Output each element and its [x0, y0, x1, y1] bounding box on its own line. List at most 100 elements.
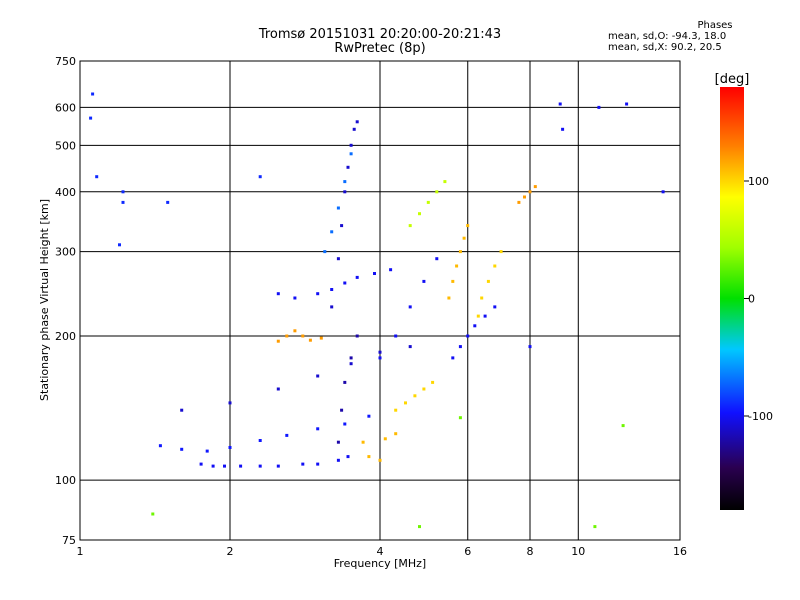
data-point — [378, 458, 382, 462]
data-point — [276, 339, 280, 343]
data-point — [451, 356, 455, 360]
data-point — [330, 288, 334, 291]
data-point — [378, 356, 382, 360]
data-point — [285, 334, 289, 338]
data-point — [476, 314, 480, 318]
data-point — [483, 314, 487, 318]
data-point — [367, 455, 371, 459]
data-point — [462, 236, 466, 240]
data-point — [336, 257, 340, 261]
data-points — [89, 92, 665, 529]
data-point — [151, 512, 155, 516]
data-point — [118, 243, 121, 247]
data-point — [343, 180, 347, 184]
colorbar — [720, 87, 744, 510]
data-point — [95, 175, 99, 179]
data-point — [418, 212, 421, 216]
data-point — [561, 127, 565, 131]
data-point — [205, 449, 209, 453]
y-tick-label: 750 — [55, 55, 76, 68]
data-point — [349, 152, 353, 156]
data-point — [308, 338, 312, 342]
data-point — [258, 175, 262, 179]
data-point — [378, 350, 382, 354]
data-point — [558, 102, 562, 106]
colorbar-tick-label: 0 — [748, 293, 755, 306]
data-point — [228, 401, 232, 405]
y-tick-labels: 75 100 200 300 400 500 600 750 — [55, 55, 76, 547]
data-point — [316, 427, 320, 431]
data-point — [523, 195, 526, 199]
data-point — [166, 200, 170, 204]
data-point — [276, 292, 280, 296]
phase-stats: Phases mean, sd,O: -94.3, 18.0 mean, sd,… — [600, 20, 800, 53]
data-point — [228, 446, 232, 449]
data-point — [301, 334, 305, 338]
data-point — [319, 336, 323, 340]
phase-stats-header: Phases — [697, 20, 733, 31]
data-point — [447, 296, 451, 300]
data-point — [355, 275, 359, 279]
data-point — [493, 264, 497, 268]
x-tick-label: 4 — [377, 545, 384, 558]
data-point — [367, 414, 371, 418]
data-point — [158, 444, 162, 448]
colorbar-tick-label: -100 — [748, 410, 773, 423]
data-point — [408, 345, 412, 349]
y-tick-label: 500 — [55, 139, 76, 152]
phase-stats-o: mean, sd,O: -94.3, 18.0 — [608, 31, 727, 42]
data-point — [352, 127, 356, 131]
data-point — [199, 462, 203, 466]
data-point — [473, 324, 477, 328]
data-point — [343, 190, 347, 194]
data-point — [528, 190, 532, 194]
data-point — [458, 345, 462, 349]
data-point — [340, 408, 344, 412]
data-point — [383, 437, 387, 441]
data-point — [593, 525, 597, 529]
data-point — [336, 440, 340, 444]
data-point — [361, 440, 365, 444]
data-point — [258, 464, 262, 468]
data-point — [426, 200, 430, 204]
data-point — [422, 279, 426, 283]
data-point — [621, 424, 625, 428]
x-tick-label: 10 — [571, 545, 585, 558]
data-point — [408, 305, 412, 309]
data-point — [389, 268, 393, 272]
colorbar-ticks: -100 0 100 — [744, 175, 773, 423]
grid-lines — [80, 61, 680, 540]
x-tick-label: 16 — [673, 545, 687, 558]
data-point — [316, 374, 320, 378]
data-point — [466, 334, 470, 338]
data-point — [316, 462, 320, 466]
data-point — [223, 464, 226, 468]
y-axis-label: Stationary phase Virtual Height [km] — [38, 199, 51, 401]
data-point — [336, 206, 340, 210]
data-point — [239, 464, 243, 468]
data-point — [458, 250, 462, 254]
y-tick-label: 200 — [55, 330, 76, 343]
data-point — [285, 433, 289, 437]
x-tick-label: 6 — [464, 545, 471, 558]
data-point — [394, 432, 398, 436]
data-point — [180, 408, 184, 412]
data-point — [597, 105, 601, 109]
data-point — [276, 387, 280, 391]
data-point — [330, 305, 334, 309]
data-point — [121, 190, 125, 194]
data-point — [435, 257, 439, 261]
data-point — [451, 279, 455, 283]
y-tick-label: 100 — [55, 474, 76, 487]
y-tick-label: 600 — [55, 101, 76, 114]
data-point — [455, 264, 459, 268]
y-tick-label: 300 — [55, 246, 76, 259]
data-point — [258, 439, 262, 442]
data-point — [435, 190, 439, 194]
data-point — [422, 387, 426, 391]
data-point — [373, 272, 376, 275]
x-axis-label: Frequency [MHz] — [334, 557, 426, 570]
data-point — [418, 525, 421, 529]
data-point — [394, 408, 398, 412]
